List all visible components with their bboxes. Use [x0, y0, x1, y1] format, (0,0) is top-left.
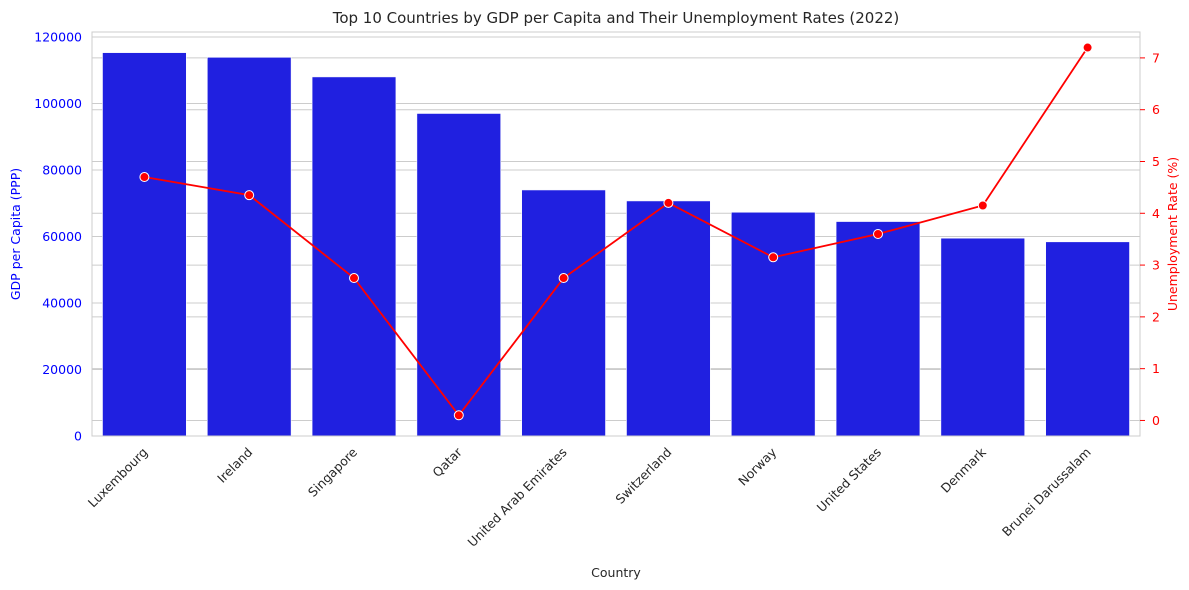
x-tick-label-5: Switzerland — [612, 445, 674, 507]
bar-3 — [416, 113, 502, 437]
x-tick-label-0: Luxembourg — [85, 445, 151, 511]
left-tick-label-5: 100000 — [34, 96, 82, 111]
unemployment-point-3 — [453, 410, 464, 421]
right-tick-label-5: 5 — [1152, 154, 1160, 169]
unemployment-point-9 — [1082, 42, 1093, 53]
left-axis-label: GDP per Capita (PPP) — [8, 168, 23, 300]
x-tick-label-8: Denmark — [938, 444, 990, 496]
left-tick-label-2: 40000 — [42, 296, 82, 311]
bar-0 — [102, 52, 187, 437]
left-tick-label-4: 80000 — [42, 163, 82, 178]
right-tick-label-0: 0 — [1152, 413, 1160, 428]
right-tick-label-6: 6 — [1152, 102, 1160, 117]
x-tick-label-3: Qatar — [429, 444, 465, 480]
right-tick-label-1: 1 — [1152, 361, 1160, 376]
bar-4 — [521, 189, 606, 437]
x-tick-label-2: Singapore — [305, 444, 360, 499]
bar-2 — [311, 76, 397, 437]
unemployment-point-2 — [349, 273, 359, 284]
x-tick-label-6: Norway — [735, 444, 780, 489]
plot-frame — [91, 31, 1141, 437]
bar-8 — [940, 237, 1026, 437]
unemployment-point-7 — [873, 229, 883, 239]
unemployment-line-path — [144, 47, 1089, 417]
bar-6 — [730, 211, 816, 437]
unemployment-point-6 — [768, 252, 779, 263]
bar-7 — [835, 221, 921, 437]
bar-5 — [626, 200, 711, 437]
unemployment-point-0 — [139, 172, 150, 183]
x-tick-label-9: Brunei Darussalam — [999, 445, 1094, 540]
unemployment-point-4 — [558, 273, 569, 284]
right-tick-label-3: 3 — [1152, 258, 1160, 273]
right-tick-label-2: 2 — [1152, 309, 1160, 324]
right-tick-label-4: 4 — [1152, 206, 1160, 221]
x-tick-label-4: United Arab Emirates — [465, 445, 570, 550]
x-axis-label: Country — [591, 565, 641, 580]
gdp-bars — [102, 52, 1130, 437]
bar-1 — [206, 56, 292, 437]
unemployment-line — [139, 42, 1093, 421]
unemployment-point-1 — [244, 190, 255, 201]
left-axis-ticks: 0 20000 40000 60000 80000 100000 120000 — [34, 30, 82, 444]
right-axis-label: Unemployment Rate (%) — [1165, 157, 1180, 311]
x-axis-ticks: Luxembourg Ireland Singapore Qatar United Ar… — [85, 444, 1094, 550]
right-axis-ticks: 0 1 2 3 4 5 6 7 — [1140, 50, 1160, 428]
left-tick-label-6: 120000 — [34, 30, 82, 45]
left-tick-label-0: 0 — [74, 429, 82, 444]
unemployment-point-5 — [663, 197, 674, 208]
x-tick-label-7: United States — [814, 445, 884, 515]
bar-9 — [1045, 241, 1130, 437]
chart-title: Top 10 Countries by GDP per Capita and T… — [332, 9, 900, 27]
left-tick-label-1: 20000 — [42, 362, 82, 377]
right-tick-label-7: 7 — [1152, 50, 1160, 65]
x-tick-label-1: Ireland — [214, 445, 255, 486]
unemployment-point-8 — [977, 200, 988, 211]
left-tick-label-3: 60000 — [42, 229, 82, 244]
